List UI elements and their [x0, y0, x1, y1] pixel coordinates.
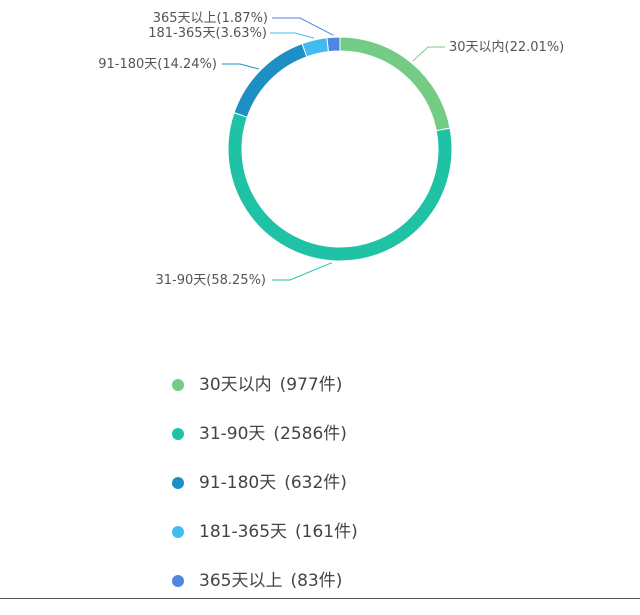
legend-count: (2586件)	[273, 424, 347, 444]
leader-line-0	[412, 46, 445, 62]
legend-label: 91-180天	[199, 473, 277, 493]
slice-label-0: 30天以内(22.01%)	[449, 39, 564, 55]
legend-count: (161件)	[295, 522, 358, 542]
donut-slice-91-180-2[interactable]	[233, 42, 308, 118]
legend-label: 30天以内	[199, 375, 272, 395]
leader-line-3	[270, 32, 314, 39]
slice-label-4: 365天以上(1.87%)	[153, 11, 268, 26]
legend-count: (632件)	[284, 473, 347, 493]
donut-slice-31-90-1[interactable]	[227, 111, 453, 262]
slice-label-3: 181-365天(3.63%)	[148, 26, 267, 41]
legend-label: 31-90天	[199, 424, 266, 444]
legend-dot-icon	[172, 575, 184, 587]
slice-label-2: 91-180天(14.24%)	[98, 57, 217, 72]
chart-legend: 30天以内 (977件) 31-90天 (2586件) 91-180天 (632件) 181…	[172, 370, 358, 615]
legend-item-4[interactable]: 365天以上 (83件)	[172, 566, 358, 615]
legend-item-3[interactable]: 181-365天 (161件)	[172, 517, 358, 566]
legend-dot-icon	[172, 379, 184, 391]
donut-slice-181-365-3[interactable]	[301, 37, 330, 58]
leader-line-2	[222, 63, 259, 70]
legend-item-0[interactable]: 30天以内 (977件)	[172, 370, 358, 419]
donut-slice-30-0[interactable]	[339, 36, 451, 132]
legend-label: 181-365天	[199, 522, 288, 542]
legend-count: (83件)	[290, 571, 343, 591]
leader-line-1	[272, 262, 333, 281]
legend-label: 365天以上	[199, 571, 283, 591]
donut-slice-365-4[interactable]	[326, 36, 341, 53]
donut-chart: 30天以内(22.01%) 31-90天(58.25%) 91-180天(14.24…	[0, 11, 640, 599]
leader-line-4	[272, 17, 334, 36]
legend-dot-icon	[172, 428, 184, 440]
legend-dot-icon	[172, 526, 184, 538]
legend-dot-icon	[172, 477, 184, 489]
legend-item-2[interactable]: 91-180天 (632件)	[172, 468, 358, 517]
legend-item-1[interactable]: 31-90天 (2586件)	[172, 419, 358, 468]
slice-label-1: 31-90天(58.25%)	[156, 273, 267, 288]
donut-chart-svg: 30天以内(22.01%) 31-90天(58.25%) 91-180天(14.24…	[98, 11, 564, 288]
legend-count: (977件)	[279, 375, 343, 395]
